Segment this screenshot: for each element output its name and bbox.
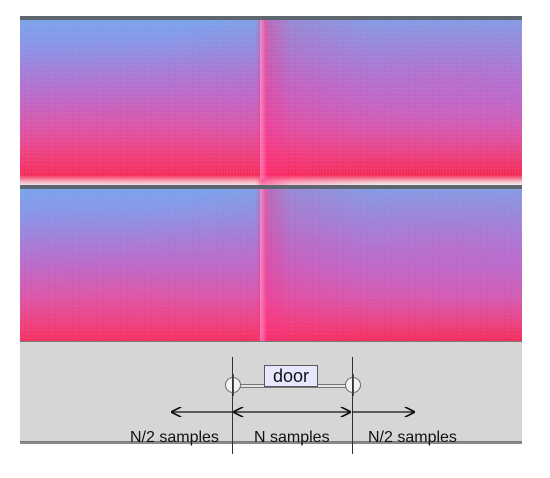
bottom-border: [20, 442, 522, 444]
label-left-handle[interactable]: [225, 374, 241, 396]
label-text[interactable]: door: [264, 365, 318, 387]
boundary-left: [232, 357, 233, 454]
middle-caption: N samples: [254, 429, 330, 446]
label-right-handle[interactable]: [345, 374, 361, 396]
spectrogram-track-1[interactable]: [20, 20, 522, 185]
label-track[interactable]: [20, 341, 522, 442]
left-caption: N/2 samples: [130, 429, 219, 446]
waveform-window: [20, 16, 522, 462]
track-separator: [20, 185, 522, 189]
boundary-right: [352, 357, 353, 454]
top-border: [20, 16, 522, 20]
spectrogram-track-2[interactable]: [20, 189, 522, 354]
right-caption: N/2 samples: [368, 429, 457, 446]
